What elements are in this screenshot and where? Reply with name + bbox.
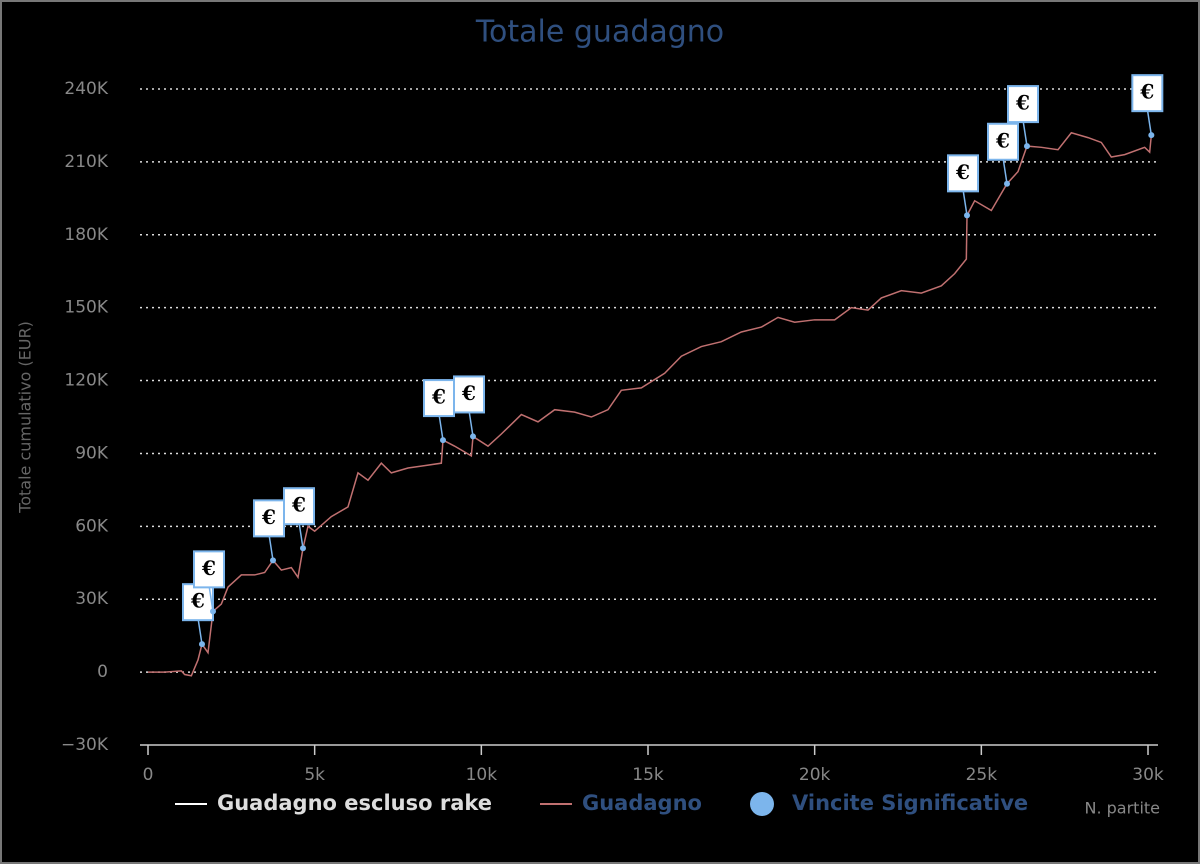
x-tick-label: 10k <box>466 765 498 785</box>
legend-label: Guadagno <box>582 791 702 815</box>
flag-label: € <box>461 381 476 405</box>
flag-label: € <box>1015 91 1030 115</box>
point <box>1004 180 1010 187</box>
flag-stem <box>298 522 304 549</box>
flag-label: € <box>995 128 1010 152</box>
x-tick-label: 0 <box>143 765 154 785</box>
y-tick-label: 180K <box>64 225 108 245</box>
legend-label: Guadagno escluso rake <box>217 791 492 815</box>
x-axis-title: N. partite <box>1084 799 1160 818</box>
chart-title: Totale guadagno <box>475 15 724 50</box>
flag-label: € <box>261 505 276 529</box>
flag <box>1131 74 1164 113</box>
point <box>964 212 970 219</box>
flag-label: € <box>955 160 970 184</box>
flag-stem <box>197 618 203 645</box>
y-tick-label: 150K <box>64 298 108 318</box>
y-tick-label: 0 <box>97 662 108 682</box>
flag <box>1007 85 1039 124</box>
flag <box>987 122 1019 161</box>
legend-label: Vincite Significative <box>792 791 1028 815</box>
y-tick-label: 120K <box>64 371 108 391</box>
flag-stem <box>1146 109 1153 136</box>
x-tick-label: 5k <box>304 765 325 785</box>
x-tick-label: 25k <box>966 765 998 785</box>
y-tick-label: 30K <box>75 589 109 609</box>
legend-symbol <box>750 792 774 816</box>
flag <box>193 550 225 589</box>
flag-label: € <box>1139 80 1154 104</box>
flag-stem <box>268 534 274 561</box>
point <box>210 608 216 615</box>
flag <box>453 375 485 414</box>
point <box>1148 132 1155 139</box>
flag <box>283 487 315 526</box>
y-tick-label: −30K <box>61 735 109 755</box>
point <box>470 433 476 440</box>
flag-stem <box>468 410 474 437</box>
flag <box>182 583 214 622</box>
flag-label: € <box>431 385 446 409</box>
point <box>199 641 205 648</box>
flag-label: € <box>190 589 205 613</box>
y-tick-label: 90K <box>75 443 109 463</box>
flag-stem <box>208 585 214 612</box>
point <box>440 437 446 444</box>
flag-label: € <box>291 493 306 517</box>
point <box>270 557 276 564</box>
y-tick-label: 240K <box>64 79 108 99</box>
flag-stem <box>1022 119 1028 147</box>
x-tick-label: 15k <box>632 765 664 785</box>
y-tick-label: 210K <box>64 152 108 172</box>
point <box>300 545 306 552</box>
x-tick-label: 30k <box>1132 765 1164 785</box>
point <box>1024 143 1030 150</box>
flag-stem <box>438 413 444 441</box>
x-tick-label: 20k <box>799 765 831 785</box>
flag-stem <box>1002 157 1008 184</box>
flag-stem <box>962 189 968 216</box>
line <box>148 131 1153 677</box>
y-tick-label: 60K <box>75 516 109 536</box>
flag-label: € <box>201 556 216 580</box>
flag <box>947 154 979 193</box>
y-axis-title: Totale cumulativo (EUR) <box>16 321 35 514</box>
